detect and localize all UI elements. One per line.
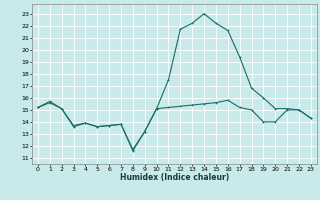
X-axis label: Humidex (Indice chaleur): Humidex (Indice chaleur): [120, 173, 229, 182]
